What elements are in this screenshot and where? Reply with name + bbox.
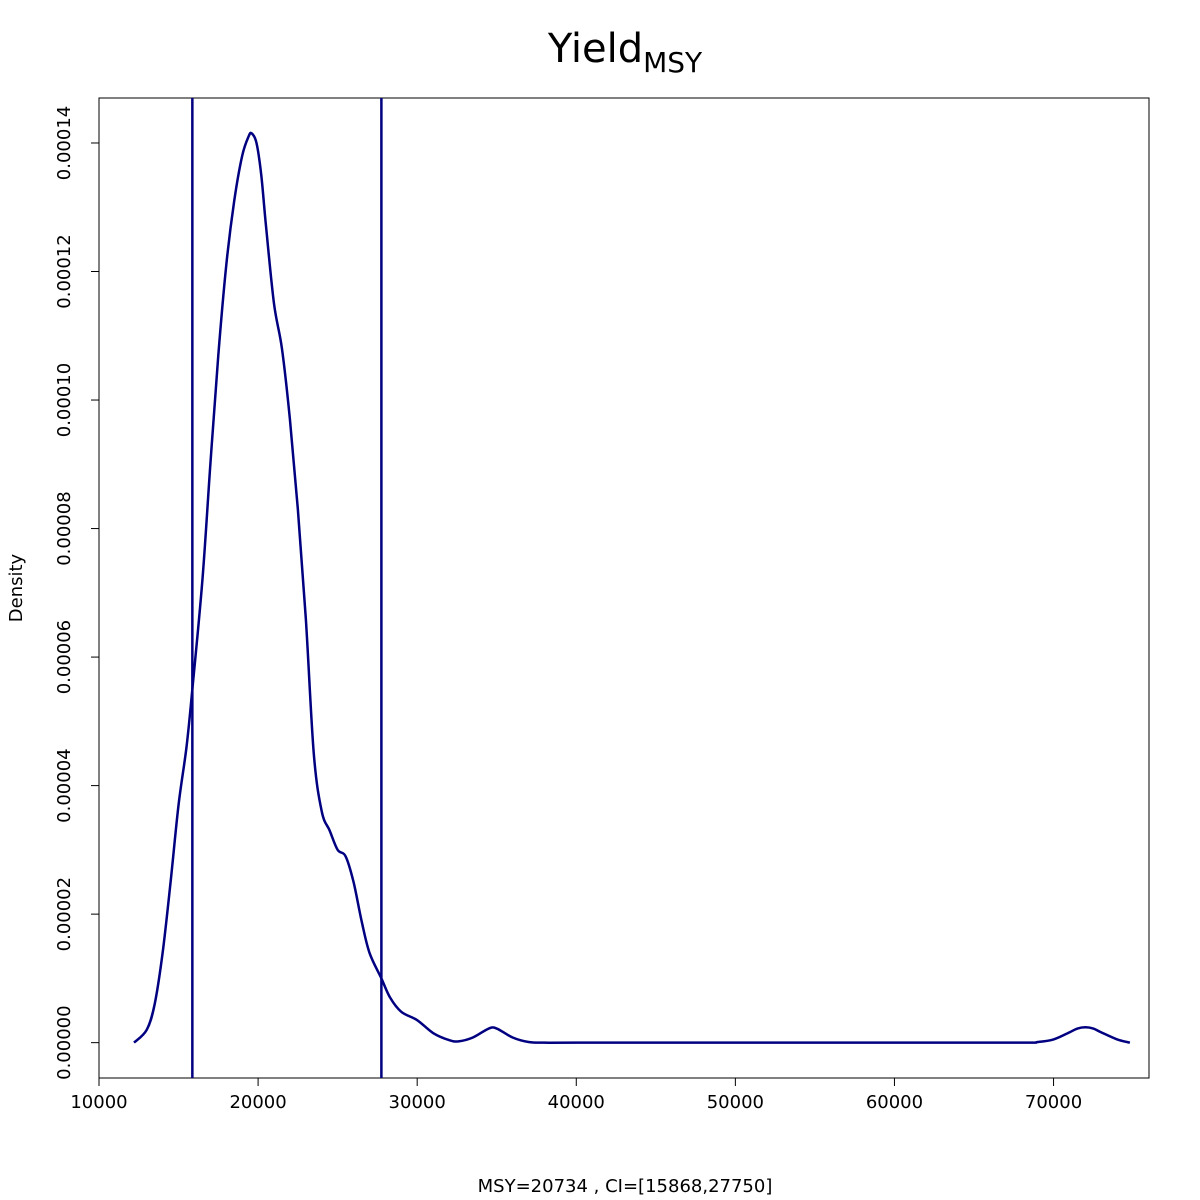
x-tick-label: 20000 [229, 1092, 286, 1113]
y-tick-label: 0.00006 [54, 620, 75, 694]
x-tick-label: 40000 [548, 1092, 605, 1113]
x-axis-title: MSY=20734 , CI=[15868,27750] [478, 1176, 773, 1197]
y-tick-label: 0.00004 [54, 748, 75, 822]
y-tick-label: 0.00008 [54, 491, 75, 565]
x-tick-label: 50000 [707, 1092, 764, 1113]
plot-frame [98, 97, 1150, 1079]
x-tick-label: 70000 [1025, 1092, 1082, 1113]
y-axis: 0.00000 0.00002 0.00004 0.00006 0.00008 0.000… [54, 106, 100, 1080]
chart-title-main: Yield [547, 26, 643, 72]
x-tick-label: 60000 [866, 1092, 923, 1113]
y-tick-label: 0.00000 [54, 1005, 75, 1079]
x-tick-label: 10000 [70, 1092, 127, 1113]
density-curve [133, 131, 1131, 1044]
y-tick-label: 0.00002 [54, 877, 75, 951]
y-tick-label: 0.00014 [54, 106, 75, 180]
chart-title: YieldMSY [547, 26, 703, 79]
x-axis: 10000 20000 30000 40000 50000 60000 70000 [70, 1077, 1082, 1113]
y-tick-label: 0.00010 [54, 363, 75, 437]
y-axis-title: Density [6, 553, 27, 622]
x-tick-label: 30000 [389, 1092, 446, 1113]
y-tick-label: 0.00012 [54, 234, 75, 308]
chart-title-subscript: MSY [643, 46, 703, 79]
ci-lines [191, 98, 383, 1078]
